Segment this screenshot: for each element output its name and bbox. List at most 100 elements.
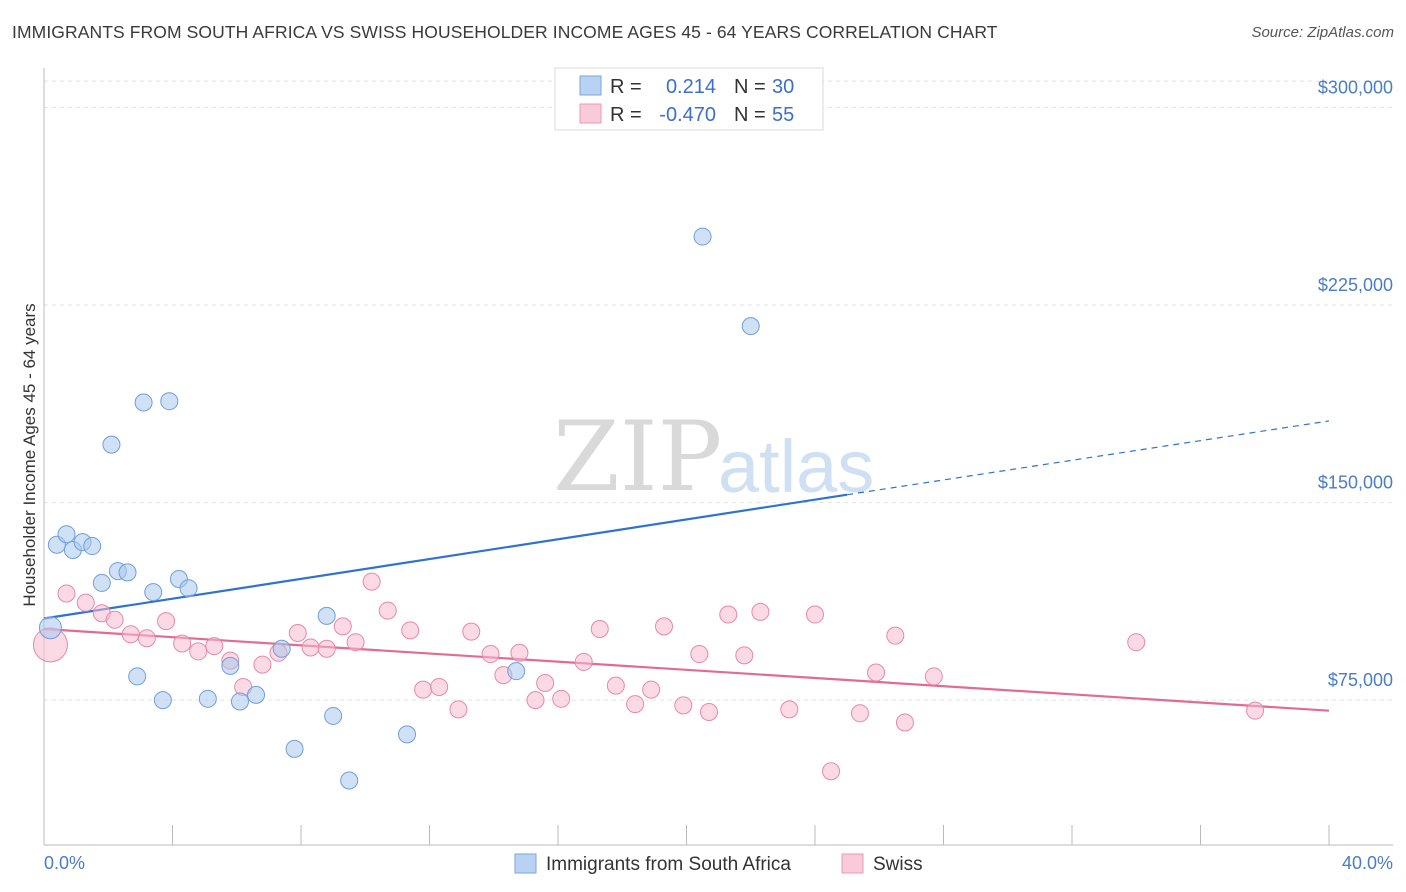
point-swiss <box>924 667 943 686</box>
point-south-africa <box>324 706 343 725</box>
point-swiss <box>1127 633 1146 652</box>
point-swiss <box>1246 701 1265 720</box>
point-swiss <box>378 601 397 620</box>
point-swiss <box>481 645 500 664</box>
x-tick-label-max: 40.0% <box>1342 853 1393 873</box>
legend-r-value-2: -0.470 <box>659 104 716 126</box>
point-south-africa <box>128 667 147 686</box>
point-swiss <box>751 602 770 621</box>
trend-line-1 <box>43 627 1330 712</box>
legend-r-label-2: R = <box>610 104 642 126</box>
point-swiss <box>173 634 192 653</box>
point-south-africa <box>230 692 249 711</box>
point-swiss <box>430 677 449 696</box>
point-swiss <box>886 626 905 645</box>
chart-title: IMMIGRANTS FROM SOUTH AFRICA VS SWISS HO… <box>12 22 998 42</box>
point-swiss <box>121 625 140 644</box>
series-legend-swatch-pink <box>841 853 864 874</box>
point-south-africa <box>285 739 304 758</box>
point-swiss <box>552 689 571 708</box>
point-swiss <box>536 674 555 693</box>
axes <box>43 68 1393 846</box>
point-south-africa <box>247 685 266 704</box>
point-south-africa <box>221 656 240 675</box>
trend-lines <box>43 420 1330 712</box>
point-swiss <box>735 646 754 665</box>
point-swiss <box>606 676 625 695</box>
point-south-africa <box>118 563 137 582</box>
correlation-legend: R = 0.214 N = 30 R = -0.470 N = 55 <box>554 67 824 131</box>
source-label: Source: ZipAtlas.com <box>1251 24 1394 41</box>
legend-r-value-1: 0.214 <box>666 76 716 98</box>
y-tick-label: $150,000 <box>1318 473 1393 493</box>
point-south-africa <box>38 616 62 640</box>
point-swiss <box>719 605 738 624</box>
series-legend-label-pink: Swiss <box>873 854 923 875</box>
point-swiss <box>333 617 352 636</box>
y-tick-label: $75,000 <box>1328 670 1393 690</box>
point-swiss <box>253 655 272 674</box>
point-swiss <box>414 680 433 699</box>
point-south-africa <box>153 691 172 710</box>
watermark-atlas: atlas <box>718 425 874 508</box>
point-south-africa <box>741 317 760 336</box>
point-swiss <box>462 622 481 641</box>
point-swiss <box>674 696 693 715</box>
point-south-africa <box>57 525 76 544</box>
point-south-africa <box>160 392 179 411</box>
point-swiss <box>699 702 718 721</box>
point-swiss <box>574 652 593 671</box>
point-swiss <box>690 645 709 664</box>
y-tick-label: $300,000 <box>1318 78 1393 98</box>
gridlines <box>44 80 1393 701</box>
y-axis-label: Householder Income Ages 45 - 64 years <box>20 303 39 606</box>
point-south-africa <box>693 227 712 246</box>
point-south-africa <box>317 606 336 625</box>
point-swiss <box>822 762 841 781</box>
point-swiss <box>189 642 208 661</box>
point-swiss <box>867 663 886 682</box>
scatter-points <box>32 227 1265 790</box>
legend-n-label-2: N = <box>734 104 766 126</box>
point-south-africa <box>272 639 291 658</box>
point-swiss <box>655 617 674 636</box>
legend-swatch-pink <box>579 103 602 124</box>
series-legend-label-blue: Immigrants from South Africa <box>546 854 791 875</box>
watermark-zip: ZIP <box>553 401 722 513</box>
point-swiss <box>205 637 224 656</box>
x-tick-labels: 0.0% 40.0% <box>44 853 1393 873</box>
point-swiss <box>850 704 869 723</box>
legend-n-value-2: 55 <box>772 104 794 126</box>
point-south-africa <box>92 573 111 592</box>
point-swiss <box>642 680 661 699</box>
point-swiss <box>157 612 176 631</box>
point-swiss <box>590 620 609 639</box>
point-swiss <box>105 610 124 629</box>
point-swiss <box>780 700 799 719</box>
point-south-africa <box>102 435 121 454</box>
point-swiss <box>137 629 156 648</box>
y-tick-label: $225,000 <box>1318 275 1393 295</box>
y-tick-labels: $75,000 $150,000 $225,000 $300,000 <box>1318 78 1393 691</box>
point-swiss <box>346 633 365 652</box>
legend-n-label-1: N = <box>734 76 766 98</box>
point-south-africa <box>398 725 417 744</box>
watermark: ZIP atlas <box>553 401 874 513</box>
point-swiss <box>806 605 824 624</box>
trend-line-0 <box>43 493 848 620</box>
point-swiss <box>895 713 914 732</box>
point-swiss <box>626 695 645 714</box>
point-swiss <box>301 638 320 657</box>
trend-line-extension-0 <box>847 420 1330 496</box>
point-swiss <box>449 700 468 719</box>
legend-n-value-1: 30 <box>772 76 794 98</box>
series-legend-swatch-blue <box>514 853 537 874</box>
point-swiss <box>57 584 76 603</box>
series-legend: Immigrants from South Africa Swiss <box>514 853 923 875</box>
point-south-africa <box>198 689 217 708</box>
point-south-africa <box>179 579 198 598</box>
point-south-africa <box>134 393 153 412</box>
legend-swatch-blue <box>579 75 602 96</box>
point-swiss <box>362 572 381 591</box>
